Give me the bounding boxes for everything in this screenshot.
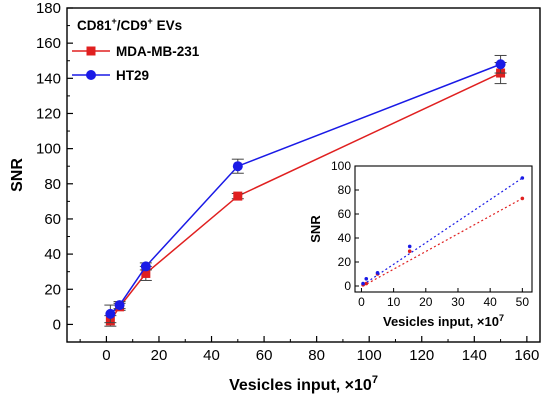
- legend-title-part: /CD9: [117, 18, 148, 33]
- y-tick-label: 40: [44, 246, 61, 263]
- legend-title-superscript: +: [148, 16, 153, 26]
- x-tick-label: 80: [308, 347, 325, 364]
- main-x-axis-label-exponent: 7: [372, 374, 378, 386]
- main-y-axis-label: SNR: [9, 158, 26, 192]
- y-tick-label: 160: [36, 35, 61, 52]
- data-point-circle: [140, 261, 151, 272]
- inset-x-tick-label: 40: [483, 295, 497, 309]
- legend-label-mda: MDA-MB-231: [116, 44, 200, 59]
- main-plot-frame: [66, 7, 541, 343]
- inset-y-tick-label: 60: [338, 207, 352, 221]
- inset-x-axis-label-exponent: 7: [499, 313, 504, 323]
- legend-label-ht29: HT29: [116, 68, 149, 83]
- inset-x-axis-label: Vesicles input, ×107: [383, 313, 504, 329]
- inset-data-point: [520, 196, 525, 201]
- main-x-axis-label: Vesicles input, ×107: [229, 374, 378, 394]
- x-tick-label: 0: [102, 347, 110, 364]
- data-point-square: [233, 191, 243, 201]
- legend-marker-square: [86, 46, 96, 56]
- y-tick-label: 0: [53, 316, 61, 333]
- inset-y-tick-label: 0: [344, 279, 351, 293]
- main-series-layer: [104, 54, 507, 327]
- inset-x-axis-label-text: Vesicles input, ×10: [383, 314, 499, 329]
- legend-title-part: CD81: [77, 18, 112, 33]
- x-tick-label: 100: [357, 347, 382, 364]
- inset-x-tick-label: 20: [419, 295, 433, 309]
- x-tick-label: 120: [409, 347, 434, 364]
- legend: CD81+/CD9+ EVs MDA-MB-231 HT29: [72, 16, 200, 83]
- legend-entry-ht29: HT29: [72, 68, 149, 83]
- x-tick-label: 160: [514, 347, 539, 364]
- inset-data-point: [407, 249, 412, 253]
- inset-trend-line-mda: [362, 197, 523, 287]
- inset-y-tick-label: 100: [331, 159, 351, 173]
- legend-title-part: EVs: [153, 18, 182, 33]
- data-point-circle: [114, 300, 125, 311]
- inset-x-tick-label: 50: [516, 295, 530, 309]
- main-plot: 0 20 40 60 80 100 120 140 1600204060801001201401…: [9, 0, 541, 394]
- inset-y-tick-label: 20: [338, 255, 352, 269]
- legend-marker-circle: [86, 70, 96, 80]
- x-tick-label: 40: [203, 347, 220, 364]
- legend-entry-mda: MDA-MB-231: [72, 44, 200, 59]
- data-point-circle: [105, 308, 116, 319]
- inset-y-tick-label: 80: [338, 183, 352, 197]
- y-tick-label: 140: [36, 70, 61, 87]
- legend-title: CD81+/CD9+ EVs: [77, 16, 182, 33]
- data-point-circle: [495, 59, 506, 70]
- inset-y-axis-label: SNR: [308, 215, 323, 243]
- x-tick-label: 140: [462, 347, 487, 364]
- inset-x-tick-label: 0: [358, 295, 365, 309]
- inset-plot: 0 10 20 30 40 50 0 20 40 60 80 100 SNR Vesicles inp…: [308, 159, 533, 329]
- data-point-square: [141, 268, 151, 278]
- y-tick-label: 60: [44, 211, 61, 228]
- inset-trend-line-ht29: [362, 177, 523, 286]
- inset-data-point: [375, 271, 380, 275]
- inset-y-tick-label: 40: [338, 231, 352, 245]
- data-point-circle: [232, 161, 243, 172]
- inset-data-point: [407, 244, 412, 249]
- y-tick-label: 100: [36, 141, 61, 158]
- x-tick-label: 20: [151, 347, 168, 364]
- inset-data-point: [361, 281, 365, 286]
- inset-x-tick-label: 10: [387, 295, 401, 309]
- inset-series-layer: [361, 176, 525, 287]
- y-tick-label: 80: [44, 176, 61, 193]
- x-tick-label: 60: [256, 347, 273, 364]
- inset-axis-ticks: 0 10 20 30 40 50 0 20 40 60 80 100: [331, 159, 529, 309]
- inset-x-tick-label: 30: [451, 295, 465, 309]
- y-tick-label: 120: [36, 105, 61, 122]
- inset-data-point: [520, 176, 525, 180]
- legend-title-superscript: +: [112, 16, 117, 26]
- main-x-axis-label-text: Vesicles input, ×10: [229, 377, 372, 394]
- inset-data-point: [364, 277, 369, 281]
- main-axis-ticks: 0 20 40 60 80 100 120 140 1600204060801001201401…: [36, 0, 539, 364]
- inset-plot-frame: [354, 165, 533, 293]
- y-tick-label: 180: [36, 0, 61, 17]
- y-tick-label: 20: [44, 281, 61, 298]
